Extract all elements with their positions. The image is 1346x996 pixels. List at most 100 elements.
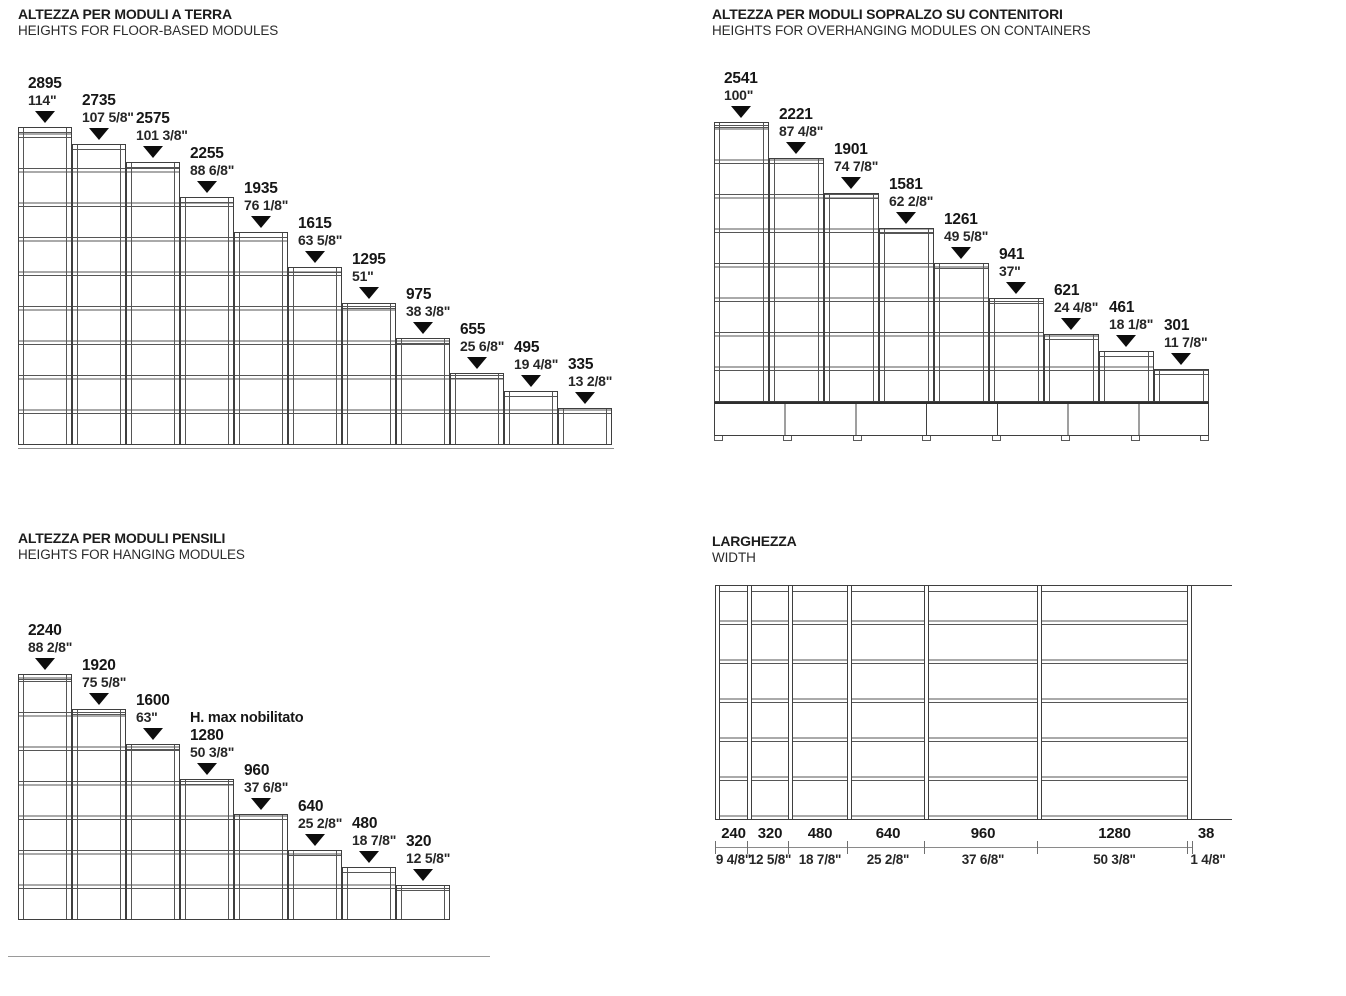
width-section-240 — [720, 586, 747, 819]
module-height-label: 1935 76 1/8" — [234, 180, 288, 213]
module-2221: 2221 87 4/8" — [769, 106, 824, 402]
module-height-label: 975 38 3/8" — [396, 286, 450, 319]
module-1581: 1581 62 2/8" — [879, 176, 934, 402]
module-height-mm: 495 — [514, 339, 540, 356]
module-frame — [126, 744, 180, 920]
module-height-inches: 19 4/8" — [514, 356, 559, 372]
module-1615: 1615 63 5/8" — [288, 215, 342, 445]
width-value-mm: 1280 — [1098, 825, 1131, 842]
module-height-mm: 640 — [298, 798, 324, 815]
vertical-post — [788, 586, 793, 819]
module-frame — [824, 193, 879, 402]
arrow-down-icon — [1171, 353, 1191, 365]
arrow-down-icon — [143, 728, 163, 740]
module-height-label: 2221 87 4/8" — [769, 106, 823, 139]
module-1280: H. max nobilitato 1280 50 3/8" — [180, 710, 304, 920]
module-height-label: 495 19 4/8" — [504, 339, 558, 372]
module-frame — [1099, 351, 1154, 402]
arrow-down-icon — [413, 869, 433, 881]
vertical-post — [924, 586, 929, 819]
arrow-down-icon — [143, 146, 163, 158]
module-height-label: 960 37 6/8" — [234, 762, 288, 795]
container-foot — [1061, 436, 1071, 441]
module-height-mm: 2575 — [136, 110, 170, 127]
module-1935: 1935 76 1/8" — [234, 180, 288, 445]
hanging-title-italian: ALTEZZA PER MODULI PENSILI — [18, 530, 226, 546]
hanging-title-english: HEIGHTS FOR HANGING MODULES — [18, 547, 245, 562]
module-frame — [769, 158, 824, 402]
module-640: 640 25 2/8" — [288, 798, 342, 920]
module-height-inches: 37" — [999, 263, 1021, 279]
module-height-inches: 88 6/8" — [190, 162, 235, 178]
width-shelving-unit — [715, 585, 1232, 820]
module-height-label: 320 12 5/8" — [396, 833, 450, 866]
module-height-mm: 1261 — [944, 211, 978, 228]
module-height-mm: 2221 — [779, 106, 813, 123]
module-height-inches: 37 6/8" — [244, 779, 289, 795]
arrow-down-icon — [305, 251, 325, 263]
floor-modules-header: ALTEZZA PER MODULI A TERRA HEIGHTS FOR F… — [18, 6, 278, 39]
module-frame — [288, 267, 342, 445]
width-value-mm: 960 — [970, 825, 996, 842]
floor-title-italian: ALTEZZA PER MODULI A TERRA — [18, 6, 232, 22]
width-header: LARGHEZZA WIDTH — [712, 533, 797, 566]
width-value-inches: 12 5/8" — [748, 852, 792, 867]
module-note: H. max nobilitato — [190, 710, 304, 726]
module-height-inches: 88 2/8" — [28, 639, 73, 655]
arrow-down-icon — [786, 142, 806, 154]
module-height-mm: 1920 — [82, 657, 116, 674]
module-height-mm: 2735 — [82, 92, 116, 109]
floor-modules-diagram: 2895 114" 2735 107 5/8" 2575 101 3/8" 2255 88 6… — [18, 71, 612, 445]
overhang-modules-row: 2541 100" 2221 87 4/8" 1901 74 7/8" 1581 62 2/8… — [714, 70, 1209, 402]
module-height-inches: 25 6/8" — [460, 338, 505, 354]
module-2735: 2735 107 5/8" — [72, 92, 134, 445]
module-height-inches: 87 4/8" — [779, 123, 824, 139]
width-title-italian: LARGHEZZA — [712, 533, 797, 549]
dimension-tick — [715, 841, 716, 854]
module-height-mm: 301 — [1164, 317, 1190, 334]
module-height-mm: 975 — [406, 286, 432, 303]
width-value-mm: 480 — [807, 825, 833, 842]
module-2895: 2895 114" — [18, 75, 72, 445]
module-height-label: 301 11 7/8" — [1154, 317, 1208, 350]
module-frame — [396, 338, 450, 445]
module-height-inches: 107 5/8" — [82, 109, 134, 125]
hanging-modules-header: ALTEZZA PER MODULI PENSILI HEIGHTS FOR H… — [18, 530, 245, 563]
module-frame — [714, 122, 769, 402]
dimension-tick — [1187, 841, 1188, 854]
module-2255: 2255 88 6/8" — [180, 145, 234, 445]
arrow-down-icon — [1006, 282, 1026, 294]
module-frame — [234, 814, 288, 920]
module-height-inches: 101 3/8" — [136, 127, 188, 143]
width-value-mm: 640 — [875, 825, 901, 842]
arrow-down-icon — [251, 798, 271, 810]
dimension-tick — [788, 841, 789, 854]
width-value-inches: 50 3/8" — [1093, 852, 1136, 867]
module-height-label: 1615 63 5/8" — [288, 215, 342, 248]
upright-width-mm: 38 — [1197, 825, 1215, 842]
module-height-mm: 1935 — [244, 180, 278, 197]
container-foot — [714, 436, 723, 441]
arrow-down-icon — [521, 375, 541, 387]
module-height-mm: 621 — [1054, 282, 1080, 299]
arrow-down-icon — [251, 216, 271, 228]
module-height-label: 1261 49 5/8" — [934, 211, 988, 244]
module-height-mm: 1901 — [834, 141, 868, 158]
module-height-label: 480 18 7/8" — [342, 815, 396, 848]
module-height-label: 2240 88 2/8" — [18, 622, 72, 655]
module-frame — [18, 127, 72, 445]
width-value-inches: 37 6/8" — [961, 852, 1005, 867]
module-height-label: 1295 51" — [342, 251, 386, 284]
module-height-mm: 2541 — [724, 70, 758, 87]
width-section-1280 — [1042, 586, 1187, 819]
arrow-down-icon — [197, 763, 217, 775]
container-foot — [922, 436, 932, 441]
module-height-mm: 335 — [568, 356, 594, 373]
module-height-mm: 2240 — [28, 622, 62, 639]
module-frame — [558, 408, 612, 445]
module-height-mm: 1581 — [889, 176, 923, 193]
module-frame — [234, 232, 288, 445]
module-frame — [1154, 369, 1209, 402]
arrow-down-icon — [951, 247, 971, 259]
module-461: 461 18 1/8" — [1099, 299, 1154, 402]
